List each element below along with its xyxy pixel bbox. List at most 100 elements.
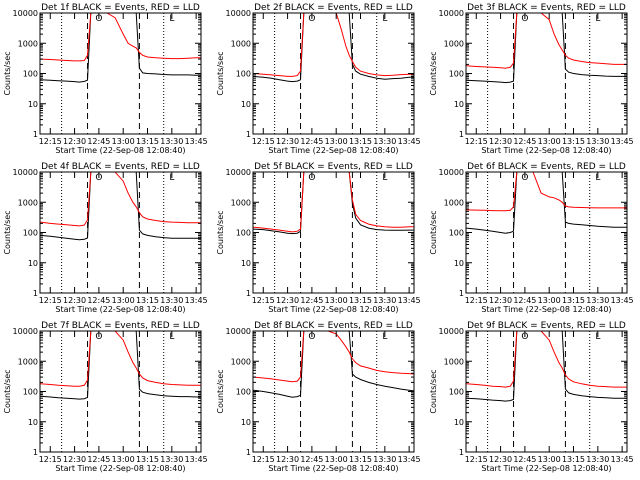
y-tick-label: 1000 [444, 357, 464, 366]
x-tick-label: 13:15 [562, 455, 585, 464]
y-tick-label: 10000 [226, 327, 251, 336]
y-tick-label: 1 [33, 289, 38, 298]
events-series-line [40, 331, 201, 400]
y-tick-label: 100 [23, 70, 38, 79]
x-tick-label: 13:00 [325, 296, 348, 305]
y-tick-label: 10 [454, 418, 464, 427]
plot-frame [252, 330, 415, 453]
x-tick-label: 12:30 [276, 137, 299, 146]
y-tick-label: 10000 [226, 168, 251, 177]
x-tick-label: 13:30 [160, 296, 183, 305]
panel-det-6: 1 10 100 1000 10000 12:15 12:30 12:45 13:00 13:15… [429, 162, 634, 314]
x-tick-label: 12:15 [252, 455, 275, 464]
y-tick-label: 10 [241, 100, 251, 109]
x-axis-label: Start Time (22-Sep-08 12:08:40) [268, 464, 398, 473]
x-tick-label: 12:30 [489, 296, 512, 305]
panel-det-2: 1 10 100 1000 10000 12:15 12:30 12:45 13:00 13:15… [216, 3, 421, 155]
x-tick-label: 13:45 [185, 296, 208, 305]
x-tick-label: 12:30 [489, 455, 512, 464]
y-tick-label: 1 [246, 130, 251, 139]
y-tick-label: 1 [246, 289, 251, 298]
x-tick-label: 12:45 [300, 296, 323, 305]
y-tick-label: 1 [33, 130, 38, 139]
x-tick-label: 13:00 [112, 455, 135, 464]
events-series-line [466, 331, 627, 402]
y-tick-label: 1000 [231, 357, 251, 366]
marker-o: O [521, 14, 528, 24]
x-tick-label: 12:45 [513, 296, 536, 305]
x-tick-label: 13:15 [349, 455, 372, 464]
marker-o: O [308, 14, 315, 24]
x-tick-label: 13:45 [398, 296, 421, 305]
y-axis-label: Counts/sec [429, 369, 438, 413]
y-tick-label: 100 [449, 70, 464, 79]
panel-det-3: 1 10 100 1000 10000 12:15 12:30 12:45 13:00 13:15… [429, 3, 634, 155]
marker-l: L [169, 332, 174, 342]
lld-series-line [466, 13, 627, 69]
marker-l: L [595, 14, 600, 24]
x-axis-label: Start Time (22-Sep-08 12:08:40) [55, 146, 185, 155]
lld-series-line [253, 172, 414, 233]
x-tick-label: 12:30 [63, 455, 86, 464]
y-tick-label: 1 [459, 130, 464, 139]
panel-title: Det 4f BLACK = Events, RED = LLD [41, 162, 200, 172]
events-series-line [253, 331, 414, 398]
y-tick-label: 10 [28, 100, 38, 109]
y-tick-label: 10000 [13, 168, 38, 177]
x-tick-label: 13:00 [538, 137, 561, 146]
x-tick-label: 13:30 [160, 137, 183, 146]
x-tick-label: 13:15 [136, 455, 159, 464]
marker-l: L [169, 14, 174, 24]
x-axis-label: Start Time (22-Sep-08 12:08:40) [268, 305, 398, 314]
x-tick-label: 13:00 [325, 455, 348, 464]
y-axis-label: Counts/sec [3, 51, 12, 95]
lld-series-line [253, 331, 414, 383]
plot-frame [465, 171, 628, 294]
x-tick-label: 12:45 [87, 455, 110, 464]
y-tick-label: 10000 [439, 327, 464, 336]
lld-series-line [40, 331, 201, 387]
x-tick-label: 13:00 [325, 137, 348, 146]
lld-series-line [466, 172, 627, 212]
x-tick-label: 12:45 [300, 455, 323, 464]
events-series-line [40, 172, 201, 241]
y-tick-label: 1 [459, 448, 464, 457]
x-tick-label: 13:15 [562, 296, 585, 305]
marker-l: L [382, 173, 387, 183]
panel-title: Det 3f BLACK = Events, RED = LLD [467, 3, 626, 13]
marker-l: L [382, 14, 387, 24]
x-tick-label: 12:15 [39, 296, 62, 305]
marker-l: L [382, 332, 387, 342]
y-tick-label: 10000 [226, 9, 251, 18]
x-axis-label: Start Time (22-Sep-08 12:08:40) [268, 146, 398, 155]
y-tick-label: 10 [241, 418, 251, 427]
x-tick-label: 12:15 [465, 137, 488, 146]
x-axis-label: Start Time (22-Sep-08 12:08:40) [481, 146, 611, 155]
y-tick-label: 1000 [18, 198, 38, 207]
x-tick-label: 13:45 [185, 455, 208, 464]
marker-o: O [521, 332, 528, 342]
marker-o: O [308, 332, 315, 342]
plot-frame [39, 12, 202, 135]
y-tick-label: 10 [454, 259, 464, 268]
x-tick-label: 12:45 [87, 296, 110, 305]
panel-det-5: 1 10 100 1000 10000 12:15 12:30 12:45 13:00 13:15… [216, 162, 421, 314]
x-tick-label: 13:45 [611, 455, 634, 464]
x-axis-label: Start Time (22-Sep-08 12:08:40) [55, 464, 185, 473]
marker-o: O [95, 173, 102, 183]
y-tick-label: 1000 [444, 198, 464, 207]
y-tick-label: 1000 [231, 198, 251, 207]
y-axis-label: Counts/sec [216, 210, 225, 254]
lld-series-line [40, 172, 201, 227]
y-tick-label: 10000 [439, 168, 464, 177]
marker-o: O [521, 173, 528, 183]
x-tick-label: 13:30 [373, 455, 396, 464]
plot-frame [465, 12, 628, 135]
plot-frame [39, 330, 202, 453]
panel-title: Det 1f BLACK = Events, RED = LLD [41, 3, 200, 13]
lld-series-line [466, 331, 627, 388]
events-series-line [466, 172, 627, 234]
y-tick-label: 10000 [439, 9, 464, 18]
x-axis-label: Start Time (22-Sep-08 12:08:40) [481, 305, 611, 314]
